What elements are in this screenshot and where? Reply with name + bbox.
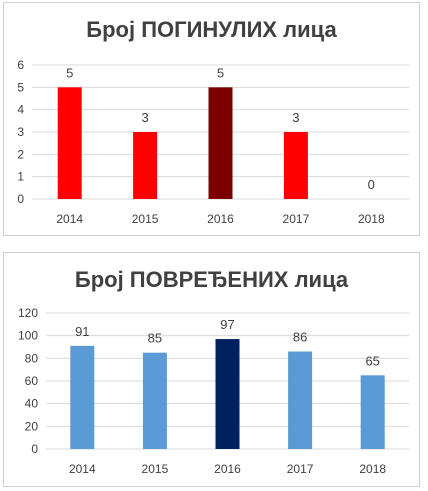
injuries-chart-panel: Број ПОВРЕЂЕНИХ лица 0 20 40 60 80 100 120 91 20… xyxy=(3,252,420,487)
bar xyxy=(283,132,308,199)
x-tick-label: 2017 xyxy=(283,212,310,226)
y-tick-label: 3 xyxy=(17,125,24,139)
bar xyxy=(133,132,158,199)
bar xyxy=(208,87,233,199)
data-label: 91 xyxy=(75,324,89,339)
data-label: 5 xyxy=(217,65,224,80)
injuries-bar-chart: 0 20 40 60 80 100 120 91 2014 85 2015 97 2016 86 2017 6… xyxy=(18,306,409,476)
y-tick-label: 80 xyxy=(25,351,39,365)
deaths-chart-panel: Број ПОГИНУЛИХ лица 0 1 2 3 4 5 6 5 2014 3 2015 5 20… xyxy=(3,2,420,236)
y-tick-label: 5 xyxy=(17,80,24,94)
x-tick-label: 2015 xyxy=(132,212,159,226)
x-tick-label: 2018 xyxy=(358,212,385,226)
chart-title: Број ПОГИНУЛИХ лица xyxy=(86,17,337,42)
data-label: 5 xyxy=(66,65,73,80)
x-tick-label: 2014 xyxy=(69,462,96,476)
x-tick-label: 2014 xyxy=(56,212,83,226)
y-tick-label: 1 xyxy=(17,170,24,184)
bar xyxy=(70,345,95,449)
y-tick-label: 0 xyxy=(17,192,24,206)
x-tick-label: 2017 xyxy=(287,462,314,476)
y-tick-label: 6 xyxy=(17,58,24,72)
data-label: 85 xyxy=(148,331,162,346)
bar xyxy=(142,352,167,449)
bar xyxy=(360,375,385,449)
y-tick-label: 120 xyxy=(18,306,38,320)
chart-title: Број ПОВРЕЂЕНИХ лица xyxy=(74,267,349,292)
y-tick-label: 20 xyxy=(25,419,39,433)
data-label: 0 xyxy=(368,177,375,192)
x-tick-label: 2018 xyxy=(359,462,386,476)
bar xyxy=(288,351,313,449)
data-label: 65 xyxy=(365,353,379,368)
deaths-bar-chart: 0 1 2 3 4 5 6 5 2014 3 2015 5 2016 3 2017 0 2018 xyxy=(17,58,409,226)
x-tick-label: 2016 xyxy=(207,212,234,226)
y-tick-label: 60 xyxy=(25,374,39,388)
data-label: 86 xyxy=(293,330,307,345)
y-tick-label: 100 xyxy=(18,329,38,343)
y-tick-label: 4 xyxy=(17,103,24,117)
y-tick-label: 2 xyxy=(17,147,24,161)
x-tick-label: 2015 xyxy=(142,462,169,476)
data-label: 3 xyxy=(141,110,148,125)
x-tick-label: 2016 xyxy=(214,462,241,476)
y-tick-label: 40 xyxy=(25,397,39,411)
data-label: 3 xyxy=(292,110,299,125)
bar xyxy=(215,339,240,449)
bar xyxy=(57,87,82,199)
data-label: 97 xyxy=(220,317,234,332)
y-tick-label: 0 xyxy=(31,442,38,456)
